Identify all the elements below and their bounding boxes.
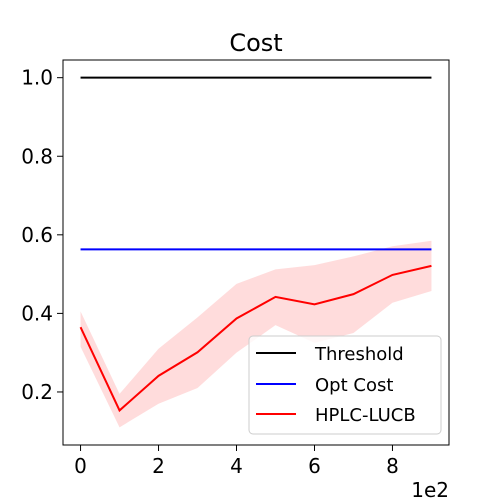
chart-title: Cost [229,29,282,57]
x-tick-label: 2 [152,454,165,478]
y-tick-label: 0.4 [21,301,53,325]
y-tick-label: 0.8 [21,144,53,168]
y-tick-label: 1.0 [21,66,53,90]
x-tick-label: 6 [308,454,321,478]
y-tick-label: 0.6 [21,223,53,247]
confidence-bands [80,240,432,428]
legend-label-opt-cost: Opt Cost [315,375,393,396]
legend-label-threshold: Threshold [314,344,404,365]
y-axis-ticks: 0.2 0.4 0.6 0.8 1.0 [21,66,63,404]
x-axis-offset-label: 1e2 [411,478,449,500]
x-tick-label: 8 [386,454,399,478]
legend-box [248,335,442,435]
confidence-band-hplc-lucb [80,240,432,428]
series-lines [79,76,432,413]
y-tick-label: 0.2 [21,380,53,404]
x-tick-label: 4 [230,454,243,478]
legend-label-hplc-lucb: HPLC-LUCB [315,405,416,426]
legend: Threshold Opt Cost HPLC-LUCB [248,335,442,435]
plot-frame [62,59,450,446]
x-tick-label: 0 [74,454,87,478]
x-axis-ticks: 0 2 4 6 8 [74,445,399,478]
series-line-hplc-lucb [79,264,432,413]
